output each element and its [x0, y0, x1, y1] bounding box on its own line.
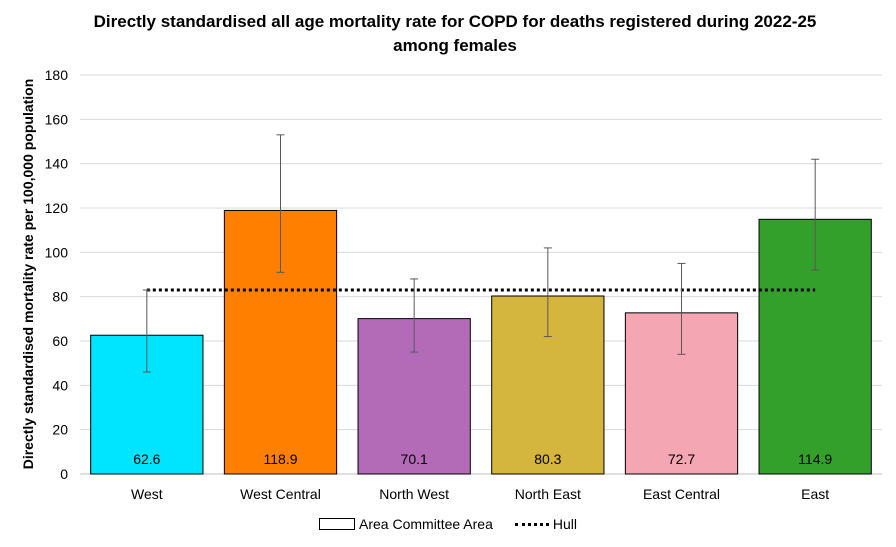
data-label: 80.3 [534, 451, 561, 467]
legend-item-area: Area Committee Area [319, 516, 493, 532]
data-label: 62.6 [133, 451, 160, 467]
labels: 0 20 40 60 80 100 120 140 160 180 62.6 West 118.9 Wes… [45, 67, 833, 502]
y-tick-label: 0 [60, 466, 68, 482]
gridlines [80, 74, 882, 431]
chart-title: Directly standardised all age mortality … [93, 12, 817, 55]
y-tick-label: 120 [45, 200, 69, 216]
legend-label-area: Area Committee Area [359, 516, 493, 532]
y-tick-label: 160 [45, 111, 69, 127]
x-category-label: East Central [643, 486, 720, 502]
legend-item-hull: Hull [514, 516, 577, 532]
y-tick-label: 100 [45, 244, 69, 260]
data-label: 118.9 [264, 451, 298, 467]
legend: Area Committee Area Hull [0, 513, 896, 535]
data-label: 72.7 [668, 451, 695, 467]
x-category-label: West [131, 486, 163, 502]
y-tick-label: 60 [52, 333, 68, 349]
x-category-label: North East [515, 486, 581, 502]
legend-label-hull: Hull [552, 516, 577, 532]
error-bars [142, 134, 820, 373]
data-label: 114.9 [798, 451, 832, 467]
x-category-label: North West [379, 486, 449, 502]
legend-dotted-swatch [514, 522, 549, 526]
y-axis-title: Directly standardised mortality rate per… [20, 79, 36, 470]
bars [90, 209, 872, 475]
y-tick-label: 40 [52, 377, 68, 393]
y-tick-label: 140 [45, 156, 69, 172]
data-label: 70.1 [401, 451, 428, 467]
x-category-label: East [801, 486, 829, 502]
y-tick-label: 180 [45, 67, 69, 83]
y-tick-label: 20 [52, 422, 68, 438]
y-tick-label: 80 [52, 289, 68, 305]
legend-box-swatch [319, 518, 356, 530]
x-category-label: West Central [240, 486, 321, 502]
